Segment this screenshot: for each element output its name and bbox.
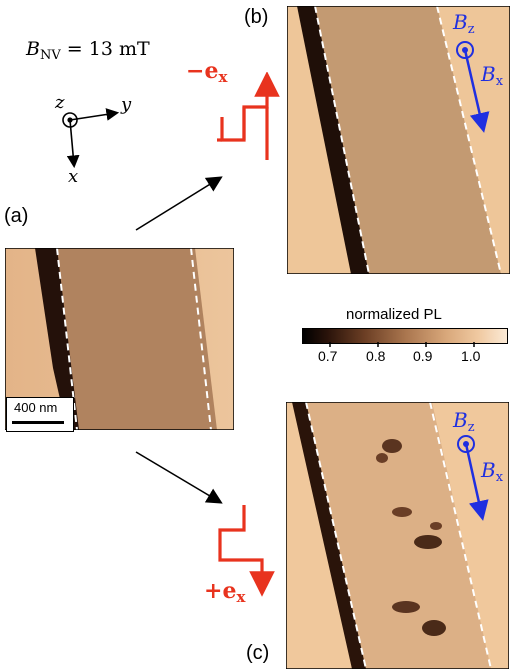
pulse-bottom-icon — [218, 505, 275, 597]
axis-y-label: y — [121, 94, 132, 115]
track-b — [309, 6, 501, 274]
panel-label-b: (b) — [244, 6, 269, 28]
scalebar-line — [12, 421, 64, 424]
pulse-top-label: −ex — [186, 58, 228, 86]
panel-label-c: (c) — [246, 642, 270, 664]
bz-symbol-c — [457, 435, 475, 453]
scalebar-box — [6, 397, 74, 432]
domain-spot — [382, 439, 402, 453]
colorbar — [302, 328, 508, 344]
arrow-to-b — [135, 176, 223, 231]
pulse-top-icon — [217, 72, 280, 160]
x-axis-arrow — [66, 119, 80, 169]
arrow-to-c — [135, 451, 223, 504]
scalebar-label: 400 nm — [14, 400, 58, 415]
bz-label-c: Bz — [453, 408, 475, 435]
domain-spot — [376, 453, 388, 463]
dark-edge-c — [292, 402, 366, 669]
domain-spot — [422, 620, 446, 636]
colorbar-tick-2: 0.9 — [413, 348, 433, 364]
dark-edge-b — [297, 6, 369, 274]
coordinate-axes — [62, 108, 120, 169]
colorbar-tick-0: 0.7 — [318, 348, 338, 364]
domain-spot — [392, 507, 412, 517]
bx-arrow-b — [463, 49, 490, 133]
bx-label-b: Bx — [481, 62, 504, 89]
bx-arrow-c — [464, 443, 489, 521]
y-axis-arrow — [69, 108, 120, 121]
axis-z-label: z — [55, 92, 65, 113]
bz-label-b: Bz — [453, 10, 475, 37]
track-a — [53, 248, 217, 430]
pl-map-c — [286, 402, 509, 669]
colorbar-tick-1: 0.8 — [366, 348, 386, 364]
domain-spot — [414, 535, 442, 549]
bx-label-c: Bx — [481, 458, 504, 485]
domain-spot — [392, 601, 420, 613]
bz-symbol-b — [456, 41, 474, 59]
field-label: BNV = 13 mT — [26, 38, 150, 63]
pl-map-b — [287, 6, 510, 274]
colorbar-tick-3: 1.0 — [461, 348, 481, 364]
colorbar-title: normalized PL — [346, 306, 442, 323]
domain-spot — [430, 522, 442, 530]
dark-edge-a — [35, 248, 79, 430]
colorbar-ticks — [329, 342, 475, 347]
pulse-bottom-label: +ex — [204, 578, 246, 606]
axis-x-label: x — [68, 166, 79, 187]
panel-label-a: (a) — [4, 205, 29, 227]
